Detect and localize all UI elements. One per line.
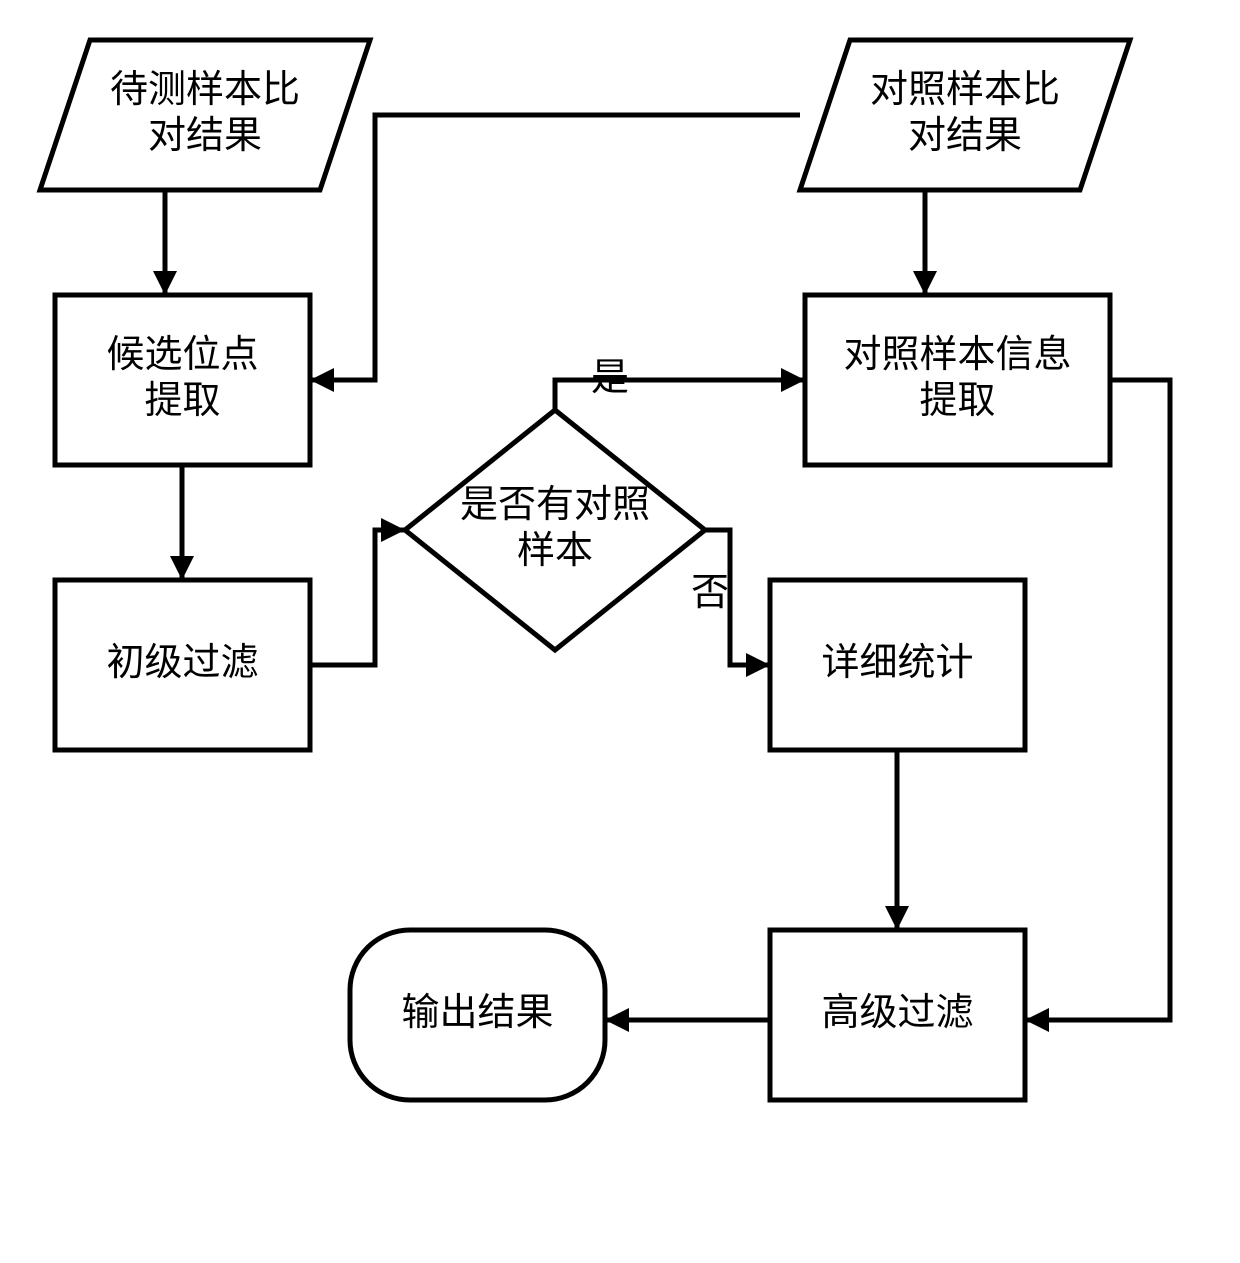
node-label-output-line: 输出结果 (401, 992, 553, 1034)
e-top-to-candidate (310, 115, 800, 392)
node-label-primary_filter: 初级过滤 (106, 642, 258, 684)
node-label-control_input-line: 对结果 (908, 115, 1022, 157)
node-label-control_input: 对照样本比对结果 (870, 69, 1060, 157)
node-label-output: 输出结果 (401, 992, 553, 1034)
e-decision-no-arrow (746, 653, 770, 677)
e-decision-no-label: 否 (691, 572, 729, 614)
e-test-to-candidate (153, 190, 177, 295)
node-label-control_extract-line: 提取 (919, 380, 995, 422)
node-label-test_input-line: 待测样本比 (110, 69, 300, 111)
node-label-decision-line: 是否有对照 (460, 484, 650, 526)
e-primary-to-decision-line (310, 530, 405, 665)
node-label-detail_stats: 详细统计 (821, 642, 973, 684)
e-top-to-candidate-arrow (310, 368, 334, 392)
node-label-detail_stats-line: 详细统计 (821, 642, 973, 684)
e-decision-yes-label: 是 (591, 357, 629, 399)
e-adv-to-output (605, 1008, 770, 1032)
e-primary-to-decision (310, 518, 405, 665)
e-candidate-to-primary (170, 465, 194, 580)
node-label-decision: 是否有对照样本 (460, 484, 650, 572)
node-label-advanced_filter-line: 高级过滤 (821, 992, 973, 1034)
e-primary-to-decision-arrow (381, 518, 405, 542)
e-detail-to-adv-arrow (885, 906, 909, 930)
node-label-control_input-line: 对照样本比 (870, 69, 1060, 111)
e-decision-yes-arrow (781, 368, 805, 392)
node-label-candidate-line: 候选位点 (106, 334, 258, 376)
node-label-decision-line: 样本 (517, 530, 593, 572)
e-ctrlextract-to-adv-arrow (1025, 1008, 1049, 1032)
node-label-control_extract-line: 对照样本信息 (843, 334, 1071, 376)
e-decision-yes: 是 (555, 357, 805, 410)
e-test-to-candidate-arrow (153, 271, 177, 295)
node-label-test_input-line: 对结果 (148, 115, 262, 157)
node-label-test_input: 待测样本比对结果 (110, 69, 300, 157)
e-ctrlextract-to-adv (1025, 380, 1170, 1032)
e-control-to-extract (913, 190, 937, 295)
e-top-to-candidate-line (310, 115, 800, 380)
node-label-primary_filter-line: 初级过滤 (106, 642, 258, 684)
node-label-candidate-line: 提取 (144, 380, 220, 422)
node-label-control_extract: 对照样本信息提取 (843, 334, 1071, 422)
e-control-to-extract-arrow (913, 271, 937, 295)
e-detail-to-adv (885, 750, 909, 930)
node-label-advanced_filter: 高级过滤 (821, 992, 973, 1034)
e-adv-to-output-arrow (605, 1008, 629, 1032)
e-decision-no: 否 (691, 530, 770, 677)
e-ctrlextract-to-adv-line (1025, 380, 1170, 1020)
e-candidate-to-primary-arrow (170, 556, 194, 580)
node-label-candidate: 候选位点提取 (106, 334, 258, 422)
